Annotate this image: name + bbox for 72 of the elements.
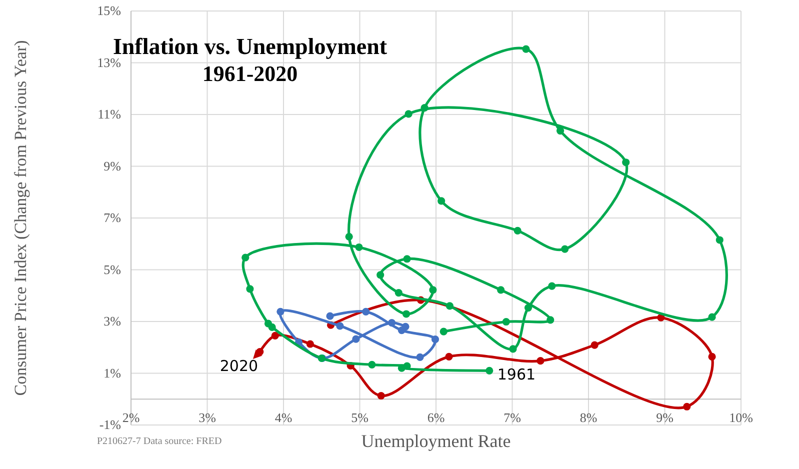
x-tick-label: 5% xyxy=(351,410,369,426)
point xyxy=(536,357,544,365)
x-tick-label: 9% xyxy=(656,410,674,426)
point xyxy=(377,392,385,400)
x-tick-label: 2% xyxy=(122,410,140,426)
annotation: 2020 xyxy=(220,356,258,375)
point xyxy=(403,362,411,370)
point xyxy=(355,243,363,252)
text: P210627-7 Data source: FRED xyxy=(97,436,222,447)
point xyxy=(394,288,402,297)
point xyxy=(416,353,424,362)
point xyxy=(306,340,314,348)
point xyxy=(708,352,716,360)
point xyxy=(388,318,396,327)
point xyxy=(264,320,272,328)
point xyxy=(242,254,250,262)
y-tick-label: -1% xyxy=(99,417,122,432)
point xyxy=(246,285,254,293)
y-tick-label: 7% xyxy=(104,210,122,225)
point xyxy=(326,312,334,320)
point xyxy=(402,310,410,318)
point xyxy=(336,322,344,330)
x-tick-label: 3% xyxy=(198,410,216,426)
point xyxy=(345,232,353,240)
point xyxy=(271,332,279,340)
point xyxy=(708,313,716,321)
point xyxy=(256,348,264,356)
point xyxy=(509,345,517,353)
point xyxy=(398,326,406,334)
x-tick-label: 6% xyxy=(427,410,445,426)
point xyxy=(446,302,454,310)
point xyxy=(716,236,724,244)
x-tick-label: 4% xyxy=(274,410,292,426)
point xyxy=(497,286,505,294)
x-tick-label: 10% xyxy=(729,410,754,426)
point xyxy=(590,341,598,349)
point xyxy=(440,328,448,336)
point xyxy=(514,226,522,234)
annotation: 1961 xyxy=(497,366,536,384)
x-axis-title: Unemployment Rate xyxy=(361,431,511,451)
point xyxy=(548,282,556,290)
point xyxy=(376,271,384,279)
point xyxy=(486,366,494,374)
point xyxy=(420,104,428,112)
y-tick-label: 5% xyxy=(104,262,122,277)
x-tick-label: 7% xyxy=(504,410,522,426)
point xyxy=(438,197,446,205)
point xyxy=(445,352,453,360)
point xyxy=(276,308,284,316)
point xyxy=(561,245,569,253)
point xyxy=(524,304,532,312)
text: 1961-2020 xyxy=(202,61,298,86)
point xyxy=(352,335,360,343)
point xyxy=(683,402,691,410)
y-tick-label: 11% xyxy=(98,106,122,122)
point xyxy=(403,255,411,263)
x-tick-label: 8% xyxy=(580,410,598,426)
point xyxy=(556,127,564,135)
y-tick-label: 15% xyxy=(97,3,122,18)
point xyxy=(502,318,510,326)
point xyxy=(622,158,630,166)
y-tick-label: 1% xyxy=(104,365,122,380)
point xyxy=(431,336,440,344)
point xyxy=(429,286,437,294)
point xyxy=(522,45,530,53)
point xyxy=(368,360,376,369)
point xyxy=(546,316,554,324)
point xyxy=(404,110,412,118)
y-tick-label: 9% xyxy=(104,158,122,174)
y-tick-label: 3% xyxy=(104,314,122,328)
point xyxy=(362,308,370,316)
y-axis-title: Consumer Price Index (Change from Previous Year) xyxy=(11,40,30,396)
